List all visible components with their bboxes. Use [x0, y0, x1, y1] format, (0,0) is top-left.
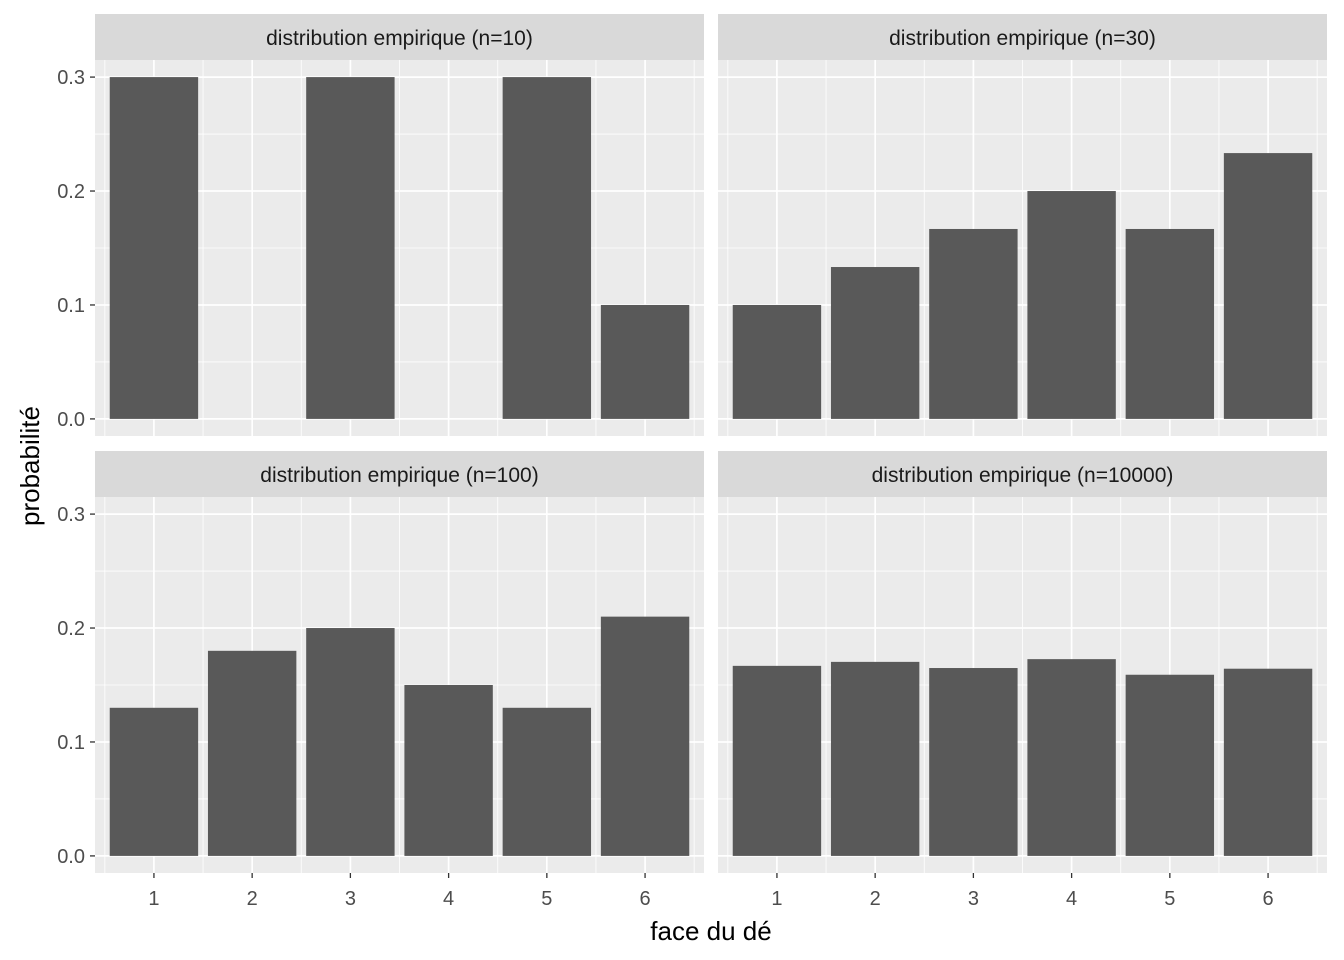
x-tick-label: 4 [1066, 888, 1077, 910]
bar [1125, 674, 1215, 856]
bar [929, 668, 1018, 856]
bar [404, 685, 493, 856]
facet-strip [718, 451, 1327, 497]
bar [732, 304, 822, 419]
x-tick-label: 2 [247, 888, 258, 910]
bar [502, 707, 592, 856]
facet-strip [718, 14, 1327, 60]
bar [1223, 153, 1313, 419]
bar [207, 650, 297, 856]
y-tick-label: 0.0 [57, 846, 85, 868]
x-tick-label: 5 [1164, 888, 1175, 910]
bar [732, 665, 822, 856]
facet-strip [95, 451, 704, 497]
bar [1223, 668, 1313, 856]
facet-panel: distribution empirique (n=10000) 1 2 3 4 5 6 [718, 451, 1327, 910]
facet-panel: distribution empirique (n=10) 0.0 0.1 0.2 0.… [57, 14, 704, 436]
bar [1125, 228, 1215, 419]
bar [1027, 659, 1116, 856]
x-tick-label: 2 [870, 888, 881, 910]
y-tick-label: 0.1 [57, 295, 85, 317]
y-tick-label: 0.2 [57, 181, 85, 203]
x-axis-title: face du dé [650, 916, 771, 946]
facet-strip-title: distribution empirique (n=100) [260, 464, 538, 487]
y-axis-title: probabilité [15, 406, 45, 526]
y-tick-label: 0.1 [57, 732, 85, 754]
bar [600, 616, 690, 856]
x-tick-label: 1 [148, 888, 159, 910]
bar [600, 304, 690, 419]
facet-strip-title: distribution empirique (n=30) [889, 27, 1156, 50]
bar [929, 228, 1018, 419]
bar [502, 77, 592, 419]
y-tick-label: 0.2 [57, 618, 85, 640]
facet-strip-title: distribution empirique (n=10) [266, 27, 533, 50]
bar [109, 707, 199, 856]
x-tick-label: 1 [771, 888, 782, 910]
x-tick-label: 4 [443, 888, 454, 910]
y-tick-label: 0.0 [57, 409, 85, 431]
bar [830, 661, 920, 856]
facet-strip [95, 14, 704, 60]
facet-panel: distribution empirique (n=30) [718, 14, 1327, 436]
x-tick-label: 6 [640, 888, 651, 910]
y-tick-label: 0.3 [57, 67, 85, 89]
facet-strip-title: distribution empirique (n=10000) [872, 464, 1174, 487]
bar [306, 628, 395, 856]
bar [830, 267, 920, 419]
bar [109, 77, 199, 419]
bar [306, 77, 395, 419]
x-tick-label: 3 [968, 888, 979, 910]
x-tick-label: 3 [345, 888, 356, 910]
y-tick-label: 0.3 [57, 504, 85, 526]
x-tick-label: 5 [541, 888, 552, 910]
facet-panel: distribution empirique (n=100) 0.0 0.1 0.2 0… [57, 451, 704, 910]
x-tick-label: 6 [1263, 888, 1274, 910]
bar [1027, 191, 1116, 419]
